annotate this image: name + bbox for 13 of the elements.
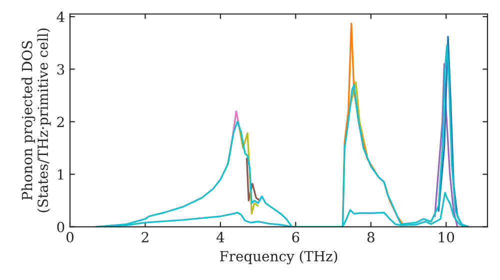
x-tick-label: 10 <box>438 232 454 242</box>
y-tick-label: 1 <box>58 169 64 180</box>
y-tick-label: 3 <box>57 64 64 75</box>
y-tick-label: 0 <box>57 222 64 232</box>
x-tick-label: 0 <box>66 232 74 242</box>
x-tick-label: 4 <box>216 232 224 242</box>
x-tick-label: 8 <box>367 232 374 242</box>
y-tick-label: 2 <box>57 116 64 127</box>
y-axis-title: Phonon projected DOS (States/THz·primitive cell) <box>22 28 51 212</box>
x-tick-label: 2 <box>142 232 148 242</box>
x-axis-title: Frequency (THz) <box>220 250 338 264</box>
x-tick-label: 6 <box>292 232 300 242</box>
y-tick-label: 4 <box>56 12 64 22</box>
